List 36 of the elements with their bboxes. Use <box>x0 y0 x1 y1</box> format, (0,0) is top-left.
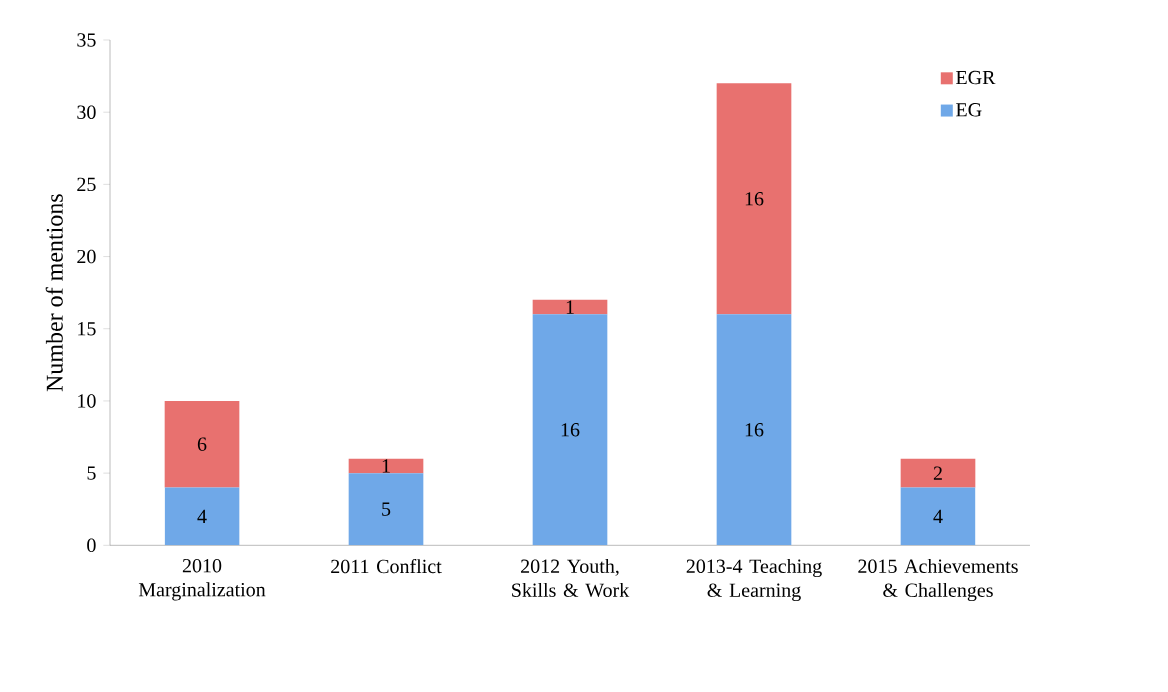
legend-label: EGR <box>956 70 996 85</box>
bar <box>716 314 792 546</box>
x-tick-label: 2013-4 Teaching & Learning <box>686 558 822 602</box>
bar <box>164 400 240 488</box>
y-tick-label: 20 <box>77 249 96 264</box>
y-tick-label: 35 <box>77 33 96 47</box>
y-tick-label: 15 <box>78 322 96 336</box>
y-tick-label: 5 <box>87 466 96 480</box>
data-label: 4 <box>933 509 943 524</box>
y-tick-label: 30 <box>77 105 96 119</box>
data-label: 16 <box>745 192 764 206</box>
x-tick-label: 2012 Youth, Skills & Work <box>512 558 630 598</box>
bar <box>164 487 240 546</box>
data-label: 16 <box>561 423 580 437</box>
data-label: 5 <box>382 502 391 516</box>
data-label: 4 <box>197 509 207 524</box>
y-tick-label: 25 <box>77 177 96 192</box>
bar <box>348 458 424 474</box>
bar <box>532 314 608 546</box>
bar <box>716 83 792 315</box>
data-label: 6 <box>197 437 207 451</box>
data-label: 16 <box>745 423 764 437</box>
y-tick-label: 10 <box>78 394 96 408</box>
x-tick-label: 2010 Marginalization <box>138 558 266 601</box>
x-tick-label: 2015 Achievements & Challenges <box>858 558 1018 602</box>
bar <box>348 473 424 546</box>
data-label: 2 <box>933 466 942 480</box>
y-axis-title: Number of mentions <box>45 194 63 392</box>
y-tick-label: 0 <box>87 538 96 553</box>
data-label: 1 <box>382 459 390 473</box>
legend-label: EG <box>956 103 982 117</box>
bar <box>900 458 976 488</box>
data-label: 1 <box>566 300 574 314</box>
bar <box>900 487 976 546</box>
x-tick-label: 2011 Conflict <box>331 558 442 574</box>
bar <box>532 299 608 315</box>
